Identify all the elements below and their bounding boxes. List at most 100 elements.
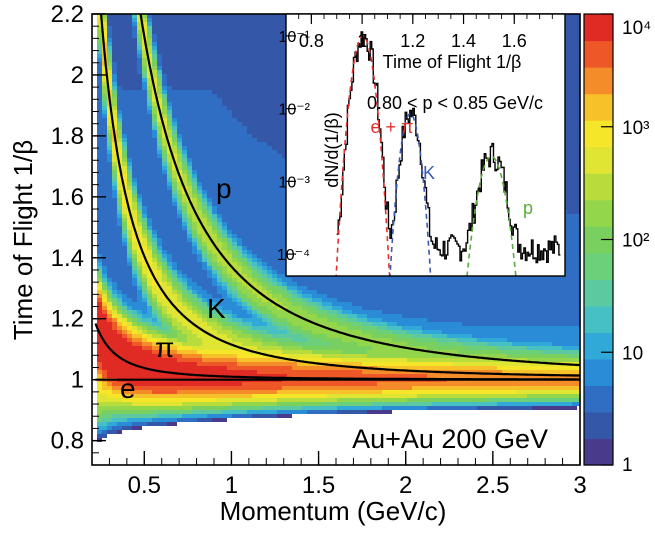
heatmap-cell xyxy=(97,18,102,22)
heatmap-cell xyxy=(102,90,107,94)
heatmap-cell xyxy=(242,354,247,358)
heatmap-cell xyxy=(157,86,162,90)
heatmap-cell xyxy=(227,334,232,338)
heatmap-cell xyxy=(297,330,302,334)
heatmap-cell xyxy=(187,146,192,150)
heatmap-cell xyxy=(97,94,102,98)
heatmap-cell xyxy=(107,246,112,250)
heatmap-cell xyxy=(277,270,282,274)
heatmap-cell xyxy=(312,394,317,398)
heatmap-cell xyxy=(122,90,127,94)
heatmap-cell xyxy=(257,254,262,258)
heatmap-cell xyxy=(127,330,132,334)
heatmap-cell xyxy=(127,298,132,302)
heatmap-cell xyxy=(162,278,167,282)
heatmap-cell xyxy=(282,302,287,306)
heatmap-cell xyxy=(242,402,247,406)
heatmap-cell xyxy=(182,54,187,58)
heatmap-cell xyxy=(162,394,167,398)
heatmap-cell xyxy=(112,354,117,358)
heatmap-cell xyxy=(222,254,227,258)
heatmap-cell xyxy=(232,282,237,286)
heatmap-cell xyxy=(147,34,152,38)
heatmap-cell xyxy=(282,214,287,218)
heatmap-cell xyxy=(197,214,202,218)
heatmap-cell xyxy=(232,226,237,230)
heatmap-cell xyxy=(172,142,177,146)
heatmap-cell xyxy=(147,334,152,338)
heatmap-cell xyxy=(162,18,167,22)
heatmap-cell xyxy=(177,78,182,82)
heatmap-cell xyxy=(312,326,317,330)
heatmap-cell xyxy=(252,106,257,110)
heatmap-cell xyxy=(122,298,127,302)
heatmap-cell xyxy=(327,402,332,406)
heatmap-cell xyxy=(162,166,167,170)
heatmap-cell xyxy=(112,146,117,150)
heatmap-cell xyxy=(312,298,317,302)
heatmap-cell xyxy=(112,290,117,294)
heatmap-cell xyxy=(212,222,217,226)
heatmap-cell xyxy=(152,38,157,42)
heatmap-cell xyxy=(302,290,307,294)
heatmap-cell xyxy=(217,358,222,362)
heatmap-cell xyxy=(217,306,222,310)
heatmap-cell xyxy=(107,34,112,38)
heatmap-cell xyxy=(277,70,282,74)
heatmap-cell xyxy=(337,358,342,362)
heatmap-cell xyxy=(257,410,262,414)
heatmap-cell xyxy=(232,122,237,126)
heatmap-cell xyxy=(102,170,107,174)
heatmap-cell xyxy=(262,238,267,242)
heatmap-cell xyxy=(237,326,242,330)
heatmap-cell xyxy=(112,318,117,322)
heatmap-cell xyxy=(102,350,107,354)
heatmap-cell xyxy=(202,238,207,242)
heatmap-cell xyxy=(117,46,122,50)
heatmap-cell xyxy=(252,410,257,414)
heatmap-cell xyxy=(262,150,267,154)
heatmap-cell xyxy=(97,346,102,350)
heatmap-cell xyxy=(137,122,142,126)
heatmap-cell xyxy=(222,198,227,202)
heatmap-cell xyxy=(247,366,252,370)
heatmap-cell xyxy=(242,254,247,258)
heatmap-cell xyxy=(107,146,112,150)
heatmap-cell xyxy=(272,366,277,370)
heatmap-cell xyxy=(272,338,277,342)
heatmap-cell xyxy=(197,74,202,78)
heatmap-cell xyxy=(237,306,242,310)
heatmap-cell xyxy=(157,254,162,258)
heatmap-cell xyxy=(237,402,242,406)
heatmap-cell xyxy=(332,346,337,350)
heatmap-cell xyxy=(172,114,177,118)
heatmap-cell xyxy=(212,226,217,230)
heatmap-cell xyxy=(237,150,242,154)
heatmap-cell xyxy=(207,302,212,306)
heatmap-cell xyxy=(162,182,167,186)
heatmap-cell xyxy=(337,394,342,398)
heatmap-cell xyxy=(312,318,317,322)
heatmap-cell xyxy=(227,142,232,146)
heatmap-cell xyxy=(122,86,127,90)
heatmap-cell xyxy=(182,38,187,42)
heatmap-cell xyxy=(217,154,222,158)
heatmap-cell xyxy=(212,22,217,26)
heatmap-cell xyxy=(282,182,287,186)
heatmap-cell xyxy=(122,342,127,346)
heatmap-cell xyxy=(182,290,187,294)
heatmap-cell xyxy=(157,390,162,394)
heatmap-cell xyxy=(157,98,162,102)
heatmap-cell xyxy=(262,130,267,134)
heatmap-cell xyxy=(162,402,167,406)
heatmap-cell xyxy=(97,146,102,150)
heatmap-cell xyxy=(117,182,122,186)
heatmap-cell xyxy=(147,238,152,242)
heatmap-cell xyxy=(187,194,192,198)
heatmap-cell xyxy=(122,206,127,210)
heatmap-cell xyxy=(252,290,257,294)
heatmap-cell xyxy=(182,174,187,178)
heatmap-cell xyxy=(152,262,157,266)
heatmap-cell xyxy=(252,342,257,346)
heatmap-cell xyxy=(267,182,272,186)
